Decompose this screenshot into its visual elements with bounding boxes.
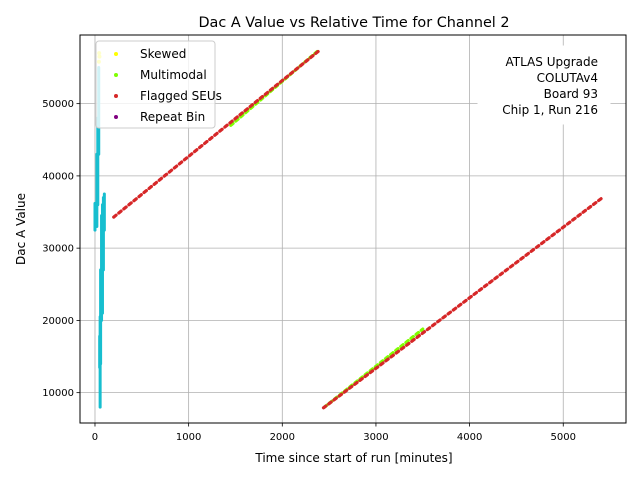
data-segment — [112, 48, 322, 219]
legend-label: Multimodal — [140, 68, 207, 82]
annotation-frame — [477, 45, 611, 125]
legend-label: Repeat Bin — [140, 110, 205, 124]
chart-title: Dac A Value vs Relative Time for Channel… — [198, 15, 509, 31]
x-tick-label: 5000 — [551, 432, 576, 443]
y-tick-label: 20000 — [42, 316, 74, 327]
data-segment — [321, 195, 605, 410]
series-multimodal — [229, 49, 425, 409]
series-unlabeled — [93, 66, 106, 409]
legend-label: Flagged SEUs — [140, 89, 222, 103]
y-axis-label: Dac A Value — [14, 193, 28, 265]
x-tick-label: 0 — [92, 432, 98, 443]
y-tick-label: 40000 — [42, 171, 74, 182]
plot-frame — [79, 34, 627, 424]
legend-marker — [114, 115, 118, 119]
series-flagged-seus — [112, 48, 605, 410]
legend-marker — [114, 73, 118, 77]
annotation-line: ATLAS Upgrade — [505, 55, 598, 69]
y-tick-label: 50000 — [42, 99, 74, 110]
x-axis-label: Time since start of run [minutes] — [254, 451, 452, 465]
data-layer — [93, 48, 605, 410]
y-tick-label: 30000 — [42, 244, 74, 255]
legend-frame — [95, 40, 216, 129]
annotation-line: COLUTAv4 — [537, 71, 598, 85]
legend-marker — [114, 52, 118, 56]
annotation-line: Chip 1, Run 216 — [502, 103, 598, 117]
axis-ticks: 0 1000 2000 3000 4000 5000 10000 20000 30000 4000… — [42, 99, 576, 443]
legend-label: Skewed — [140, 47, 186, 61]
y-tick-label: 10000 — [42, 388, 74, 399]
annotation-line: Board 93 — [544, 87, 598, 101]
annotation-box: ATLAS Upgrade COLUTAv4 Board 93 Chip 1, Run… — [477, 45, 611, 125]
x-tick-label: 4000 — [457, 432, 482, 443]
x-tick-label: 1000 — [176, 432, 201, 443]
x-tick-label: 2000 — [270, 432, 295, 443]
x-tick-label: 3000 — [363, 432, 388, 443]
legend: Skewed Multimodal Flagged SEUs Repeat Bin — [95, 40, 222, 129]
legend-marker — [114, 94, 118, 98]
